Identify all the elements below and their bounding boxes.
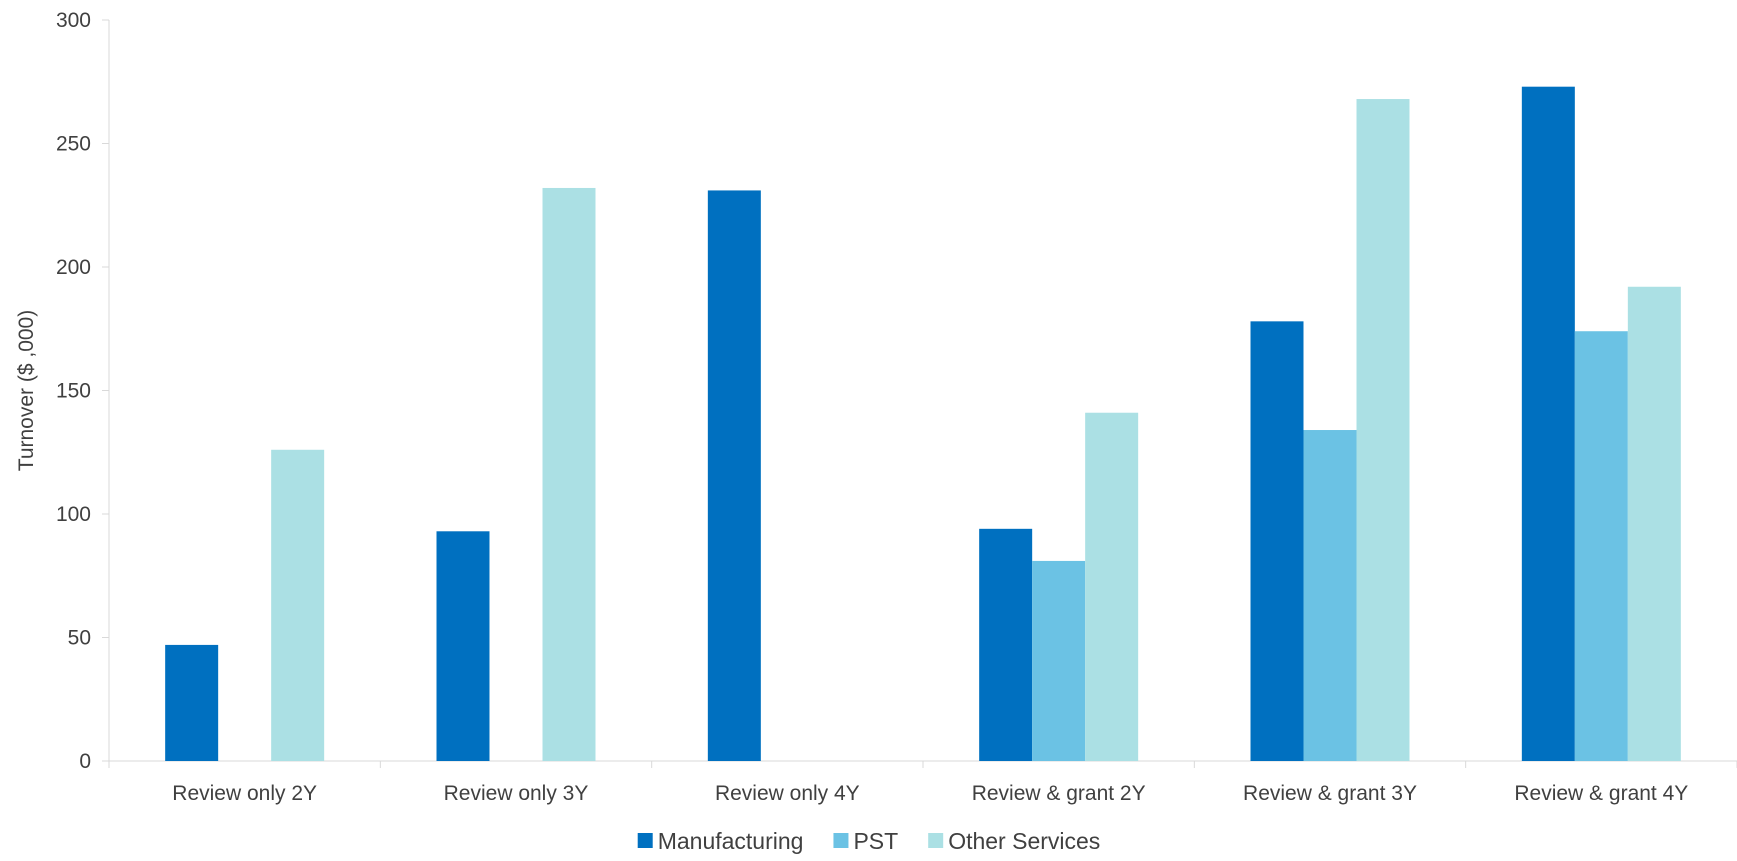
x-tick-label: Review only 3Y	[444, 782, 589, 805]
bar-other-services-4	[1085, 412, 1139, 761]
legend: Manufacturing PST Other Services	[637, 828, 1100, 854]
bar-manufacturing-6	[1521, 86, 1575, 761]
bar-other-services-5	[1356, 99, 1410, 762]
y-tick-label: 100	[56, 503, 91, 526]
y-axis-title: Turnover ($ ,000)	[15, 310, 38, 471]
y-axis: 0 50 100 150 200 250 300	[56, 9, 110, 773]
bar-pst-6	[1574, 331, 1628, 761]
bar-other-services-2	[542, 187, 596, 761]
bar-pst-4	[1032, 560, 1086, 761]
legend-swatch-manufacturing	[637, 833, 653, 848]
y-tick-label: 200	[56, 256, 91, 279]
x-tick-label: Review & grant 4Y	[1514, 782, 1688, 805]
bar-other-services-1	[271, 449, 325, 761]
bar-pst-5	[1303, 430, 1357, 761]
legend-label: PST	[853, 828, 898, 854]
y-tick-label: 300	[56, 9, 91, 32]
x-axis: Review only 2Y Review only 3Y Review only …	[108, 760, 1737, 805]
y-tick-label: 150	[56, 380, 91, 403]
legend-label: Manufacturing	[658, 828, 804, 854]
x-tick-label: Review only 2Y	[172, 782, 317, 805]
bar-manufacturing-2	[436, 531, 490, 761]
legend-swatch-pst	[833, 833, 849, 848]
x-tick-label: Review only 4Y	[715, 782, 860, 805]
y-tick-label: 50	[68, 627, 91, 650]
bars	[165, 86, 1681, 762]
y-tick-label: 250	[56, 133, 91, 156]
bar-manufacturing-3	[707, 190, 761, 761]
bar-other-services-6	[1627, 286, 1681, 761]
bar-manufacturing-5	[1250, 321, 1304, 761]
bar-manufacturing-4	[979, 528, 1033, 761]
y-tick-label: 0	[79, 750, 91, 773]
legend-label: Other Services	[948, 828, 1100, 854]
x-tick-label: Review & grant 2Y	[972, 782, 1146, 805]
legend-swatch-other-services	[928, 833, 944, 848]
x-tick-label: Review & grant 3Y	[1243, 782, 1417, 805]
bar-manufacturing-1	[165, 644, 219, 761]
